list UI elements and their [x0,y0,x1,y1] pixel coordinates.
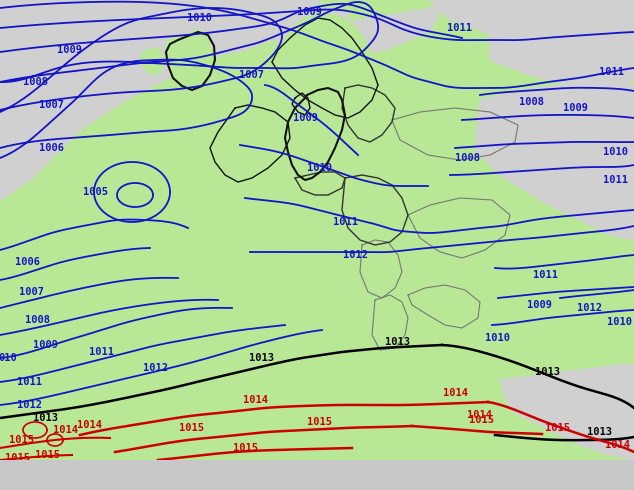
Text: 1014: 1014 [467,410,493,420]
Text: 1007: 1007 [240,70,264,80]
Text: 1008: 1008 [519,97,545,107]
Text: 1011: 1011 [448,23,472,33]
Text: 1013: 1013 [385,337,410,347]
Text: 1013: 1013 [536,367,560,377]
Text: 1005: 1005 [82,187,108,197]
Text: 1009: 1009 [58,45,82,55]
Text: 010: 010 [0,353,17,363]
Text: Mo 06-05-2024 06:00 UTC (12+114): Mo 06-05-2024 06:00 UTC (12+114) [374,468,630,482]
Polygon shape [0,0,320,200]
Text: 1015: 1015 [233,443,257,453]
Text: 1011: 1011 [332,217,358,227]
Text: 1008: 1008 [455,153,481,163]
Text: 1010: 1010 [607,317,633,327]
Text: 1015: 1015 [36,450,60,460]
Polygon shape [140,48,165,75]
Text: 1011: 1011 [18,377,42,387]
Polygon shape [490,0,634,90]
Text: 1010: 1010 [307,163,332,173]
Text: 1014: 1014 [443,388,467,398]
Text: 1013: 1013 [588,427,612,437]
Text: 1015: 1015 [10,435,34,445]
Text: 1012: 1012 [342,250,368,260]
Polygon shape [355,5,445,55]
Text: 1009: 1009 [292,113,318,123]
Text: 1011: 1011 [533,270,557,280]
Text: 1009: 1009 [297,7,323,17]
Text: 1015: 1015 [6,453,30,463]
Text: 1006: 1006 [15,257,41,267]
Text: 1014: 1014 [53,425,77,435]
Polygon shape [165,30,215,92]
Text: 1007: 1007 [39,100,65,110]
Text: 1013: 1013 [250,353,275,363]
Text: 1009: 1009 [32,340,58,350]
Text: 1006: 1006 [39,143,65,153]
Text: 1014: 1014 [604,440,630,450]
Polygon shape [475,80,634,240]
Text: 1013: 1013 [32,413,58,423]
Text: 1007: 1007 [20,287,44,297]
Text: 1011: 1011 [600,67,624,77]
Text: 1011: 1011 [89,347,115,357]
Text: 1015: 1015 [545,423,571,433]
Polygon shape [304,65,318,88]
Text: 1011: 1011 [602,175,628,185]
Polygon shape [430,0,634,55]
Polygon shape [500,365,634,460]
Text: 1009: 1009 [527,300,552,310]
Text: 1015: 1015 [179,423,205,433]
Text: 1010: 1010 [486,333,510,343]
Text: 1014: 1014 [77,420,103,430]
Polygon shape [272,12,378,115]
Text: 1012: 1012 [578,303,602,313]
Text: 1015: 1015 [470,415,495,425]
Text: 1008: 1008 [25,315,51,325]
Text: 1014: 1014 [242,395,268,405]
Polygon shape [265,0,360,70]
Text: Surface pressure [hPa] UK-Global: Surface pressure [hPa] UK-Global [4,468,260,482]
Text: 1012: 1012 [18,400,42,410]
Text: 1009: 1009 [562,103,588,113]
Text: 1010: 1010 [188,13,212,23]
Text: 1008: 1008 [22,77,48,87]
Text: 1015: 1015 [307,417,332,427]
Text: 1012: 1012 [143,363,167,373]
Text: 1010: 1010 [602,147,628,157]
Polygon shape [0,0,634,460]
